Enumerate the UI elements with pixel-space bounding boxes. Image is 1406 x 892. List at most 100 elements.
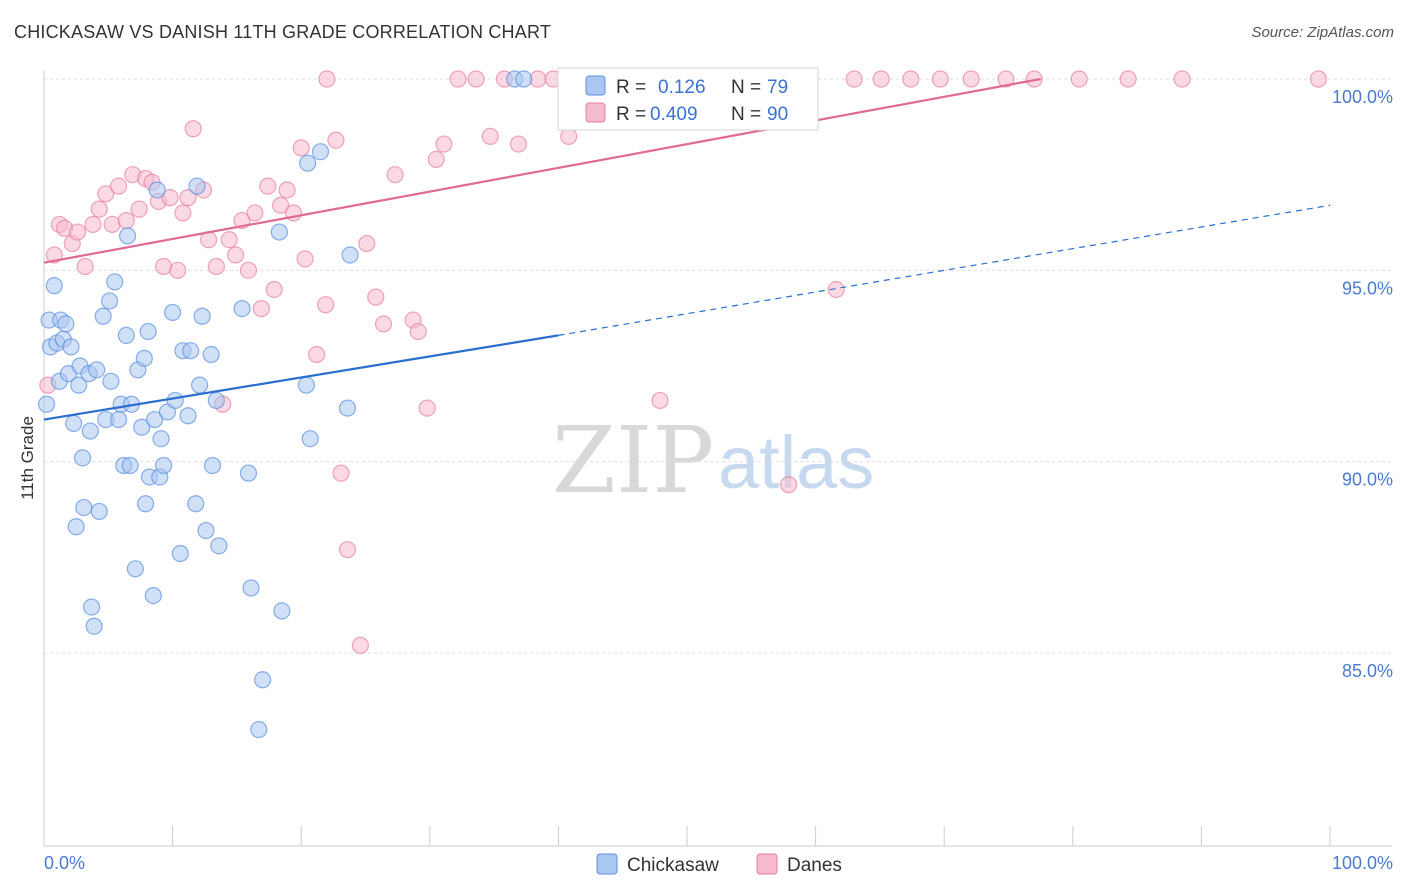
- chickasaw-point: [88, 361, 106, 379]
- chickasaw-point: [94, 307, 112, 325]
- chickasaw-point: [193, 307, 211, 325]
- chickasaw-point: [85, 617, 103, 635]
- chickasaw-point: [197, 521, 215, 540]
- danes-point: [259, 177, 277, 195]
- danes-point: [246, 204, 264, 222]
- chickasaw-point: [207, 391, 225, 410]
- danes-point: [358, 234, 376, 253]
- chickasaw-point: [210, 537, 228, 555]
- legend-swatch-chickasaw: [585, 75, 606, 96]
- danes-point: [109, 177, 128, 195]
- chickasaw-point: [67, 518, 85, 536]
- series-legend: Chickasaw Danes: [596, 853, 842, 876]
- danes-point: [84, 215, 102, 234]
- chickasaw-point: [90, 502, 108, 521]
- chickasaw-points: [37, 70, 533, 739]
- bottom-legend-label-danes: Danes: [787, 855, 842, 876]
- chickasaw-point: [299, 154, 317, 172]
- danes-point: [103, 215, 121, 234]
- y-tick-label: 85.0%: [1342, 661, 1393, 681]
- chickasaw-point: [82, 598, 101, 616]
- chickasaw-point: [171, 544, 189, 563]
- danes-point: [318, 70, 336, 88]
- danes-point: [779, 476, 798, 494]
- chickasaw-trend-line: [43, 334, 559, 421]
- danes-point: [1025, 70, 1043, 88]
- danes-point: [292, 139, 310, 157]
- y-tick-label: 95.0%: [1342, 278, 1393, 298]
- danes-point: [1173, 70, 1191, 88]
- chickasaw-point: [145, 410, 164, 429]
- danes-point: [931, 70, 949, 88]
- chickasaw-point: [102, 372, 120, 390]
- chickasaw-point: [311, 143, 330, 161]
- danes-point: [154, 257, 173, 276]
- danes-point: [272, 196, 290, 214]
- stats-legend: R = 0.126 N = 79 R = 0.409 N = 90: [557, 67, 819, 131]
- danes-point: [467, 70, 485, 88]
- chickasaw-point: [515, 70, 533, 88]
- chickasaw-point: [136, 495, 155, 513]
- danes-point: [386, 166, 404, 184]
- chickasaw-point: [182, 342, 200, 360]
- chickasaw-point: [233, 300, 251, 318]
- danes-point: [76, 257, 94, 276]
- danes-point: [409, 322, 427, 341]
- danes-point: [449, 70, 467, 88]
- legend-n-value-chickasaw: 79: [767, 77, 788, 98]
- chickasaw-point: [270, 223, 288, 241]
- legend-n-label-chickasaw: N =: [731, 77, 761, 98]
- danes-point: [179, 189, 197, 207]
- danes-point: [827, 280, 845, 299]
- chickasaw-point: [148, 181, 166, 199]
- danes-point: [327, 131, 345, 149]
- chickasaw-point: [109, 410, 128, 429]
- danes-point: [68, 223, 87, 241]
- legend-r-label-danes: R =: [616, 104, 646, 125]
- danes-point: [239, 261, 258, 279]
- y-tick-labels: 100.0% 95.0% 90.0% 85.0%: [1332, 87, 1393, 681]
- chickasaw-point: [62, 338, 80, 356]
- legend-swatch-danes: [585, 102, 606, 123]
- x-ticks: [43, 826, 1331, 846]
- danes-point: [332, 464, 350, 482]
- danes-point: [90, 200, 108, 218]
- chickasaw-point: [191, 376, 209, 394]
- chickasaw-point: [254, 671, 272, 689]
- legend-r-label-chickasaw: R =: [616, 77, 646, 98]
- danes-point: [252, 300, 270, 318]
- danes-point: [308, 345, 326, 364]
- danes-point: [169, 261, 187, 279]
- chickasaw-point: [135, 349, 153, 367]
- danes-point: [174, 204, 192, 222]
- danes-point: [1309, 70, 1328, 88]
- chickasaw-point: [45, 277, 63, 295]
- danes-point: [161, 189, 179, 207]
- chickasaw-point: [239, 464, 258, 482]
- x-tick-label-max: 100.0%: [1332, 853, 1393, 873]
- chickasaw-point: [202, 345, 220, 364]
- danes-point: [317, 296, 335, 314]
- chickasaw-point: [152, 430, 170, 448]
- danes-point: [509, 135, 528, 153]
- legend-r-value-danes: 0.409: [650, 104, 698, 125]
- chickasaw-point: [106, 273, 124, 291]
- danes-point: [418, 399, 436, 417]
- chickasaw-point: [37, 395, 56, 413]
- chickasaw-point: [75, 498, 93, 517]
- danes-point: [278, 181, 296, 199]
- bottom-legend-swatch-chickasaw: [596, 853, 618, 875]
- danes-point: [97, 185, 115, 203]
- chickasaw-point: [117, 326, 135, 344]
- legend-n-label-danes: N =: [731, 104, 761, 125]
- watermark-zip: ZIP: [552, 407, 714, 514]
- chickasaw-trend-extension: [558, 204, 1331, 336]
- danes-point: [338, 541, 357, 559]
- y-tick-label: 90.0%: [1342, 470, 1393, 490]
- chickasaw-point: [144, 586, 162, 605]
- danes-point: [265, 280, 283, 299]
- danes-point: [427, 150, 445, 168]
- chickasaw-point: [203, 456, 222, 475]
- chickasaw-point: [301, 430, 319, 448]
